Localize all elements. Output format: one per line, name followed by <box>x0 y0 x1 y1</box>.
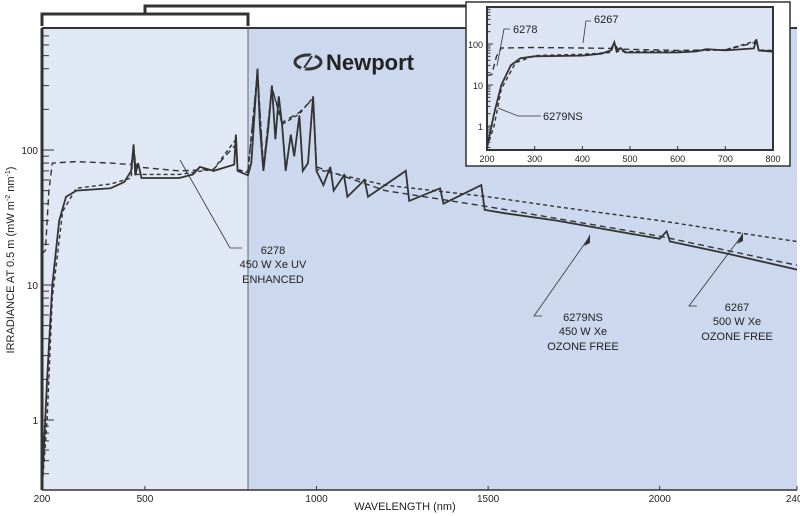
series-6279ns <box>41 68 798 491</box>
inset-label-6267: 6267 <box>582 14 618 44</box>
annotation-6267: 6267 500 W Xe OZONE FREE <box>688 232 773 343</box>
inset-x-tick-label: 700 <box>718 154 733 164</box>
svg-text:OZONE FREE: OZONE FREE <box>547 341 619 353</box>
svg-text:Newport: Newport <box>326 50 415 75</box>
x-tick-label: 200 <box>34 494 51 505</box>
annotation-6278: 6278 450 W Xe UV ENHANCED <box>179 159 307 286</box>
svg-text:6279NS: 6279NS <box>543 111 583 123</box>
svg-text:6278: 6278 <box>513 24 537 36</box>
annotation-6279ns: 6279NS 450 W Xe OZONE FREE <box>533 234 619 353</box>
x-tick-label: 1000 <box>305 494 328 505</box>
y-tick-label: 100 <box>21 146 38 157</box>
svg-text:6279NS: 6279NS <box>563 312 603 324</box>
svg-text:OZONE FREE: OZONE FREE <box>701 331 773 343</box>
svg-text:450 W Xe UV: 450 W Xe UV <box>240 259 307 271</box>
series-6278 <box>41 71 798 266</box>
x-tick-label: 500 <box>137 494 154 505</box>
inset-x-tick-label: 400 <box>575 154 590 164</box>
inset-y-tick-label: 100 <box>468 40 483 50</box>
svg-text:6267: 6267 <box>725 302 749 314</box>
inset-y-tick-label: 10 <box>473 81 483 91</box>
inset-x-tick-label: 800 <box>765 154 780 164</box>
series-6267 <box>41 71 798 491</box>
inset-series-6279ns <box>486 39 774 148</box>
svg-text:500 W Xe: 500 W Xe <box>713 316 761 328</box>
inset-y-tick-label: 1 <box>478 122 483 132</box>
x-tick-label: 1500 <box>477 494 500 505</box>
inset-series-6267 <box>486 39 774 148</box>
zoom-bracket <box>40 4 490 26</box>
inset-chart: 200 300 400 500 600 700 800 1 10 100 6278 6267 62… <box>465 1 791 167</box>
svg-text:6267: 6267 <box>594 14 618 26</box>
inset-x-tick-label: 600 <box>670 154 685 164</box>
inset-series-6278 <box>486 41 773 77</box>
y-axis-label: IRRADIANCE AT 0.5 m (mW m-2 nm-1) <box>5 167 17 354</box>
x-tick-label: 2400 <box>786 494 800 505</box>
y-tick-label: 1 <box>32 416 38 427</box>
inset-x-tick-label: 300 <box>527 154 542 164</box>
inset-x-tick-label: 200 <box>479 154 494 164</box>
newport-logo: Newport <box>293 50 415 75</box>
x-axis-label: WAVELENGTH (nm) <box>354 501 455 513</box>
svg-text:ENHANCED: ENHANCED <box>242 274 304 286</box>
inset-label-6279ns: 6279NS <box>497 107 583 123</box>
inset-x-tick-label: 500 <box>622 154 637 164</box>
x-tick-label: 2000 <box>649 494 672 505</box>
uv-region <box>42 28 248 490</box>
svg-text:6278: 6278 <box>261 245 285 257</box>
svg-text:450 W Xe: 450 W Xe <box>559 326 607 338</box>
y-tick-label: 10 <box>27 281 39 292</box>
inset-label-6278: 6278 <box>496 24 537 67</box>
